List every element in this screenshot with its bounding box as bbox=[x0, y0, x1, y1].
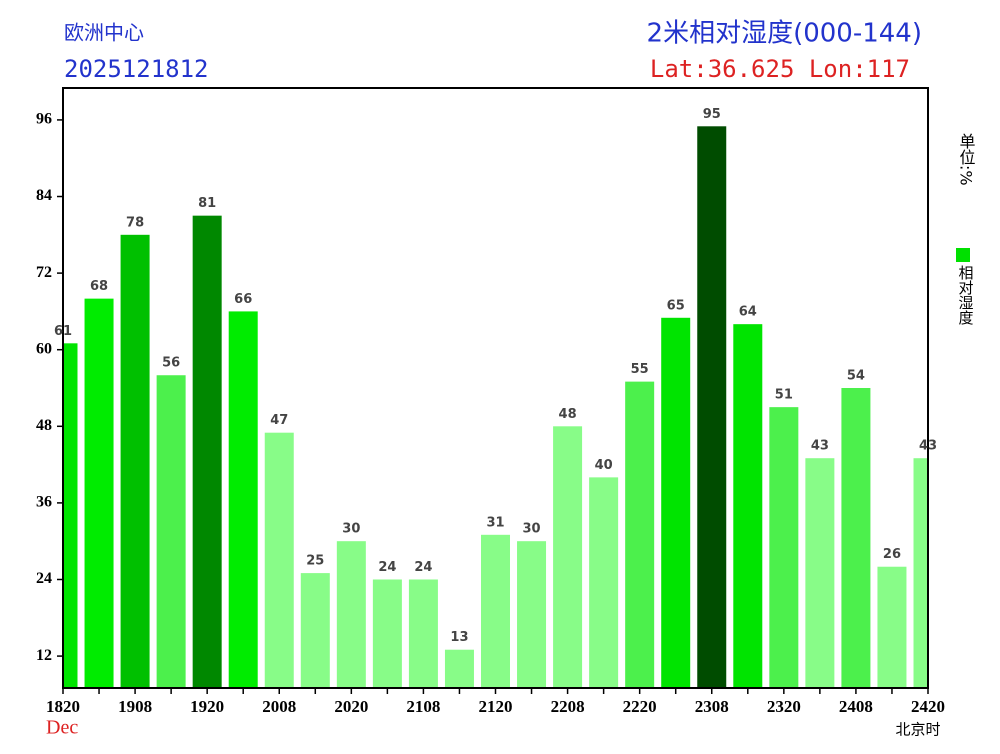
bar bbox=[63, 343, 78, 688]
bar bbox=[697, 126, 727, 688]
y-tick-label: 48 bbox=[36, 417, 52, 434]
data-label: 66 bbox=[234, 292, 252, 307]
data-label: 47 bbox=[270, 413, 288, 428]
data-label: 25 bbox=[306, 554, 324, 569]
x-tick-label: 2208 bbox=[551, 697, 585, 716]
bar bbox=[444, 649, 474, 688]
x-tick-label: 2308 bbox=[695, 697, 729, 716]
bar bbox=[120, 234, 150, 688]
bar bbox=[733, 324, 763, 688]
source: 欧洲中心 bbox=[64, 21, 144, 45]
bar bbox=[84, 298, 114, 688]
location: Lat:36.625 Lon:117 bbox=[650, 55, 910, 83]
x-tick-label: 1908 bbox=[118, 697, 152, 716]
data-label: 26 bbox=[883, 547, 901, 562]
x-tick-label: 2108 bbox=[406, 697, 440, 716]
bar bbox=[913, 458, 928, 688]
data-label: 55 bbox=[631, 362, 649, 377]
bar bbox=[481, 534, 510, 688]
legend-swatch bbox=[956, 248, 970, 262]
y-tick-label: 72 bbox=[36, 264, 52, 281]
x-tick-label: 2420 bbox=[911, 697, 945, 716]
data-label: 64 bbox=[739, 305, 757, 320]
x-tick-label: 2220 bbox=[623, 697, 657, 716]
data-label: 30 bbox=[522, 522, 540, 537]
x-tick-label: 2008 bbox=[262, 697, 296, 716]
legend-label: 相对湿度 bbox=[957, 265, 975, 325]
bar bbox=[156, 375, 186, 688]
bar bbox=[625, 381, 655, 688]
bar bbox=[877, 566, 907, 688]
data-label: 30 bbox=[342, 522, 360, 537]
y-tick-label: 84 bbox=[36, 187, 52, 204]
x-tick-label: 1820 bbox=[46, 697, 80, 716]
data-label: 48 bbox=[559, 407, 577, 422]
bar bbox=[408, 579, 438, 688]
bar bbox=[336, 541, 366, 688]
month: Dec bbox=[46, 717, 78, 739]
bar bbox=[300, 573, 330, 688]
run-time: 2025121812 bbox=[64, 55, 209, 83]
y-tick-label: 24 bbox=[36, 570, 52, 587]
y-tick-label: 12 bbox=[36, 647, 52, 664]
data-label: 43 bbox=[919, 439, 937, 454]
x-axis-label: 北京时 bbox=[895, 721, 940, 739]
bar bbox=[769, 407, 799, 688]
data-label: 24 bbox=[378, 560, 396, 575]
data-label: 40 bbox=[595, 458, 613, 473]
bar bbox=[661, 317, 691, 688]
bar bbox=[372, 579, 402, 688]
bar bbox=[841, 388, 871, 688]
data-label: 68 bbox=[90, 279, 108, 294]
data-label: 78 bbox=[126, 215, 144, 230]
chart-title: 2米相对湿度(000-144) bbox=[647, 19, 922, 49]
x-tick-label: 1920 bbox=[190, 697, 224, 716]
bar bbox=[517, 541, 547, 688]
data-label: 81 bbox=[198, 196, 216, 211]
data-label: 56 bbox=[162, 356, 180, 371]
data-label: 43 bbox=[811, 439, 829, 454]
y-tick-label: 96 bbox=[36, 111, 52, 128]
bar bbox=[228, 311, 258, 688]
y-tick-label: 36 bbox=[36, 494, 52, 511]
bar bbox=[192, 215, 222, 688]
y-tick-label: 60 bbox=[36, 340, 52, 357]
data-label: 65 bbox=[667, 298, 685, 313]
bar bbox=[553, 426, 583, 688]
bar bbox=[589, 477, 619, 688]
bars bbox=[63, 126, 928, 688]
unit-label: 单位:% bbox=[957, 133, 976, 186]
bar bbox=[264, 432, 294, 688]
x-tick-label: 2120 bbox=[479, 697, 513, 716]
data-label: 54 bbox=[847, 369, 865, 384]
data-label: 24 bbox=[414, 560, 432, 575]
x-tick-label: 2320 bbox=[767, 697, 801, 716]
x-tick-label: 2408 bbox=[839, 697, 873, 716]
data-label: 31 bbox=[486, 515, 504, 530]
bar bbox=[805, 458, 835, 688]
x-tick-label: 2020 bbox=[334, 697, 368, 716]
data-label: 13 bbox=[450, 630, 468, 645]
data-label: 95 bbox=[703, 107, 721, 122]
data-label: 61 bbox=[54, 324, 72, 339]
data-label: 51 bbox=[775, 388, 793, 403]
